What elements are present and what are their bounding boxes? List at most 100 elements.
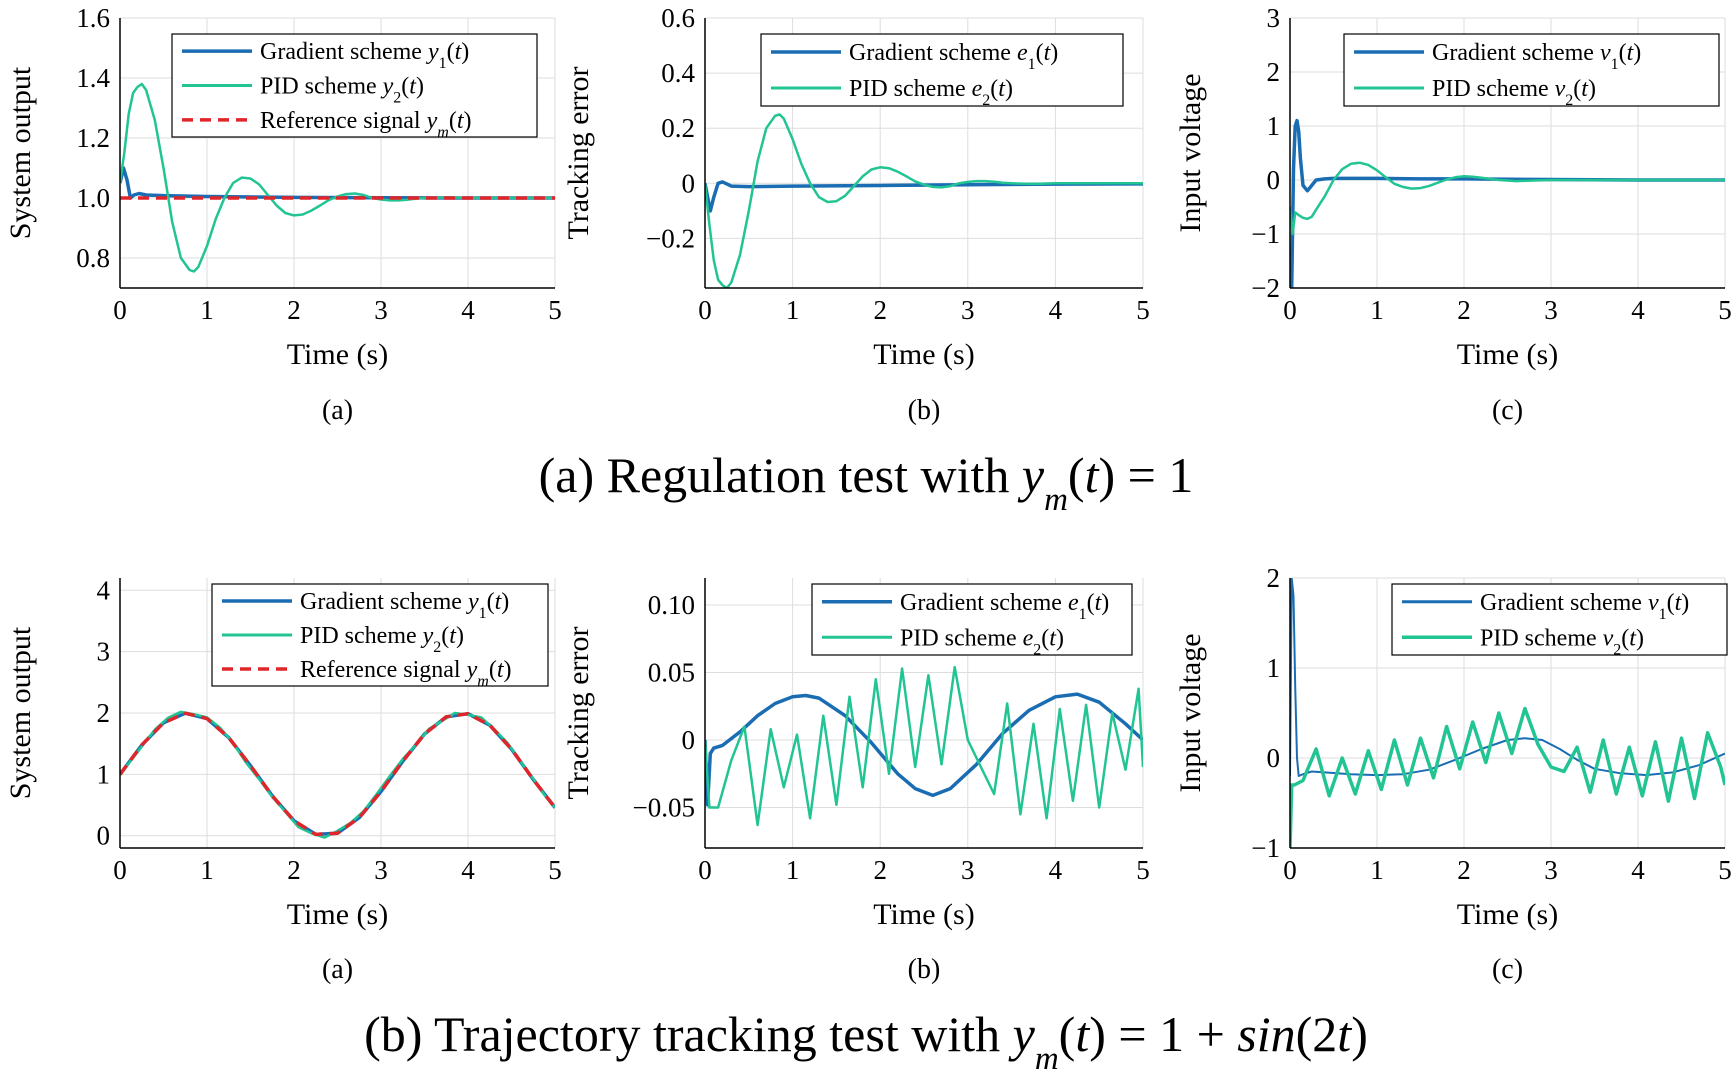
x-tick-label: 1: [1370, 855, 1384, 885]
y-tick-label: 2: [97, 698, 111, 728]
y-tick-label: 4: [97, 575, 111, 605]
y-tick-label: 2: [1267, 563, 1281, 593]
y-tick-label: 3: [1267, 3, 1281, 33]
row-title: (a) Regulation test with ym(t) = 1: [539, 447, 1194, 518]
subplot-label: (b): [908, 395, 941, 426]
x-tick-label: 2: [287, 295, 301, 325]
x-tick-label: 4: [1049, 295, 1063, 325]
series-line-pid: [120, 710, 555, 839]
series-line-gradient: [1290, 118, 1725, 288]
x-tick-label: 0: [1283, 295, 1297, 325]
series-line-pid: [120, 82, 555, 273]
series-line-reference: [120, 711, 555, 837]
x-tick-label: 3: [961, 295, 975, 325]
legend: Gradient scheme e1(t)PID scheme e2(t): [811, 583, 1133, 658]
legend-label: Gradient scheme e1(t): [900, 590, 1109, 623]
y-tick-label: 1.4: [76, 63, 110, 93]
y-tick-label: −0.2: [646, 223, 695, 253]
y-axis-label: System output: [4, 66, 37, 239]
x-tick-label: 4: [1049, 855, 1063, 885]
legend-label: Gradient scheme v1(t): [1432, 40, 1641, 73]
series-line-pid: [1290, 706, 1725, 848]
y-tick-label: 1: [97, 759, 111, 789]
y-tick-label: −1: [1251, 833, 1280, 863]
series-group: [705, 113, 1143, 288]
y-tick-label: 0.10: [648, 590, 695, 620]
legend-label: Gradient scheme e1(t): [849, 40, 1058, 73]
x-tick-label: 2: [873, 295, 887, 325]
x-tick-label: 5: [1718, 295, 1732, 325]
subplot-label: (c): [1492, 954, 1523, 985]
x-tick-label: 0: [698, 855, 712, 885]
x-axis-label: Time (s): [287, 898, 388, 931]
x-tick-label: 1: [200, 855, 214, 885]
subplot-label: (c): [1492, 395, 1523, 426]
chart-panel: 0 1 2 3 4 5 0.8 1.0 1.2 1.4 1.6 Time (s) System outp…: [4, 3, 562, 426]
series-group: [1290, 578, 1725, 848]
x-axis-label: Time (s): [873, 898, 974, 931]
legend: Gradient scheme y1(t)PID scheme y2(t)Ref…: [211, 583, 549, 690]
x-tick-label: 4: [461, 295, 475, 325]
legend-label: PID scheme y2(t): [300, 623, 464, 656]
x-tick-label: 3: [374, 295, 388, 325]
y-tick-label: 1.6: [76, 3, 110, 33]
y-tick-label: −2: [1251, 273, 1280, 303]
legend-label: PID scheme v2(t): [1480, 625, 1644, 658]
y-tick-label: 1: [1267, 111, 1281, 141]
chart-panel: 0 1 2 3 4 5 0 1 2 3 4 Time (s) System output (a) Gradi…: [4, 575, 562, 985]
y-axis-label: Input voltage: [1174, 73, 1207, 232]
series-line-pid: [1290, 161, 1725, 236]
y-tick-label: 0: [682, 168, 696, 198]
legend-label: Gradient scheme v1(t): [1480, 590, 1689, 623]
y-axis-label: System output: [4, 626, 37, 799]
x-tick-label: 0: [113, 855, 127, 885]
y-tick-label: 0.2: [661, 113, 695, 143]
x-tick-label: 1: [1370, 295, 1384, 325]
x-tick-label: 3: [374, 855, 388, 885]
x-tick-label: 0: [698, 295, 712, 325]
legend-label: PID scheme e2(t): [849, 76, 1013, 109]
chart-panel: 0 1 2 3 4 5 −2 −1 0 1 2 3 Time (s) Input voltage (c) Gr…: [1174, 3, 1732, 426]
chart-panel: 0 1 2 3 4 5 −0.2 0 0.2 0.4 0.6 Time (s) Tracking err…: [562, 3, 1150, 426]
x-axis-label: Time (s): [1457, 338, 1558, 371]
x-tick-label: 0: [113, 295, 127, 325]
series-line-gradient: [120, 711, 555, 837]
x-tick-label: 4: [1631, 295, 1645, 325]
y-tick-label: 1: [1267, 653, 1281, 683]
y-tick-label: 0: [1267, 743, 1281, 773]
y-tick-label: 1.2: [76, 123, 110, 153]
legend-box: [1391, 583, 1728, 656]
legend-label: PID scheme e2(t): [900, 625, 1064, 658]
series-group: [120, 82, 555, 273]
series-line-pid: [705, 665, 1143, 827]
subplot-label: (a): [322, 395, 353, 426]
legend-label: Gradient scheme y1(t): [300, 589, 509, 622]
series-line-gradient: [705, 180, 1143, 213]
legend: Gradient scheme v1(t)PID scheme v2(t): [1343, 33, 1720, 109]
y-axis-label: Input voltage: [1174, 633, 1207, 792]
x-tick-label: 3: [1544, 295, 1558, 325]
series-line-pid: [705, 113, 1143, 288]
x-tick-label: 2: [873, 855, 887, 885]
x-tick-label: 1: [786, 855, 800, 885]
x-tick-label: 0: [1283, 855, 1297, 885]
series-line-gradient: [120, 166, 555, 200]
legend-label: PID scheme v2(t): [1432, 76, 1596, 109]
y-axis-label: Tracking error: [562, 626, 595, 799]
x-axis-label: Time (s): [1457, 898, 1558, 931]
x-tick-label: 5: [548, 295, 562, 325]
x-tick-label: 2: [287, 855, 301, 885]
x-tick-label: 5: [548, 855, 562, 885]
series-group: [1290, 118, 1725, 288]
x-tick-label: 3: [961, 855, 975, 885]
x-tick-label: 2: [1457, 295, 1471, 325]
series-line-gradient: [705, 692, 1143, 807]
x-tick-label: 4: [1631, 855, 1645, 885]
y-tick-label: −1: [1251, 219, 1280, 249]
y-tick-label: 0: [682, 725, 696, 755]
series-line-gradient: [1290, 578, 1725, 777]
x-axis-label: Time (s): [287, 338, 388, 371]
y-tick-label: 0.8: [76, 243, 110, 273]
